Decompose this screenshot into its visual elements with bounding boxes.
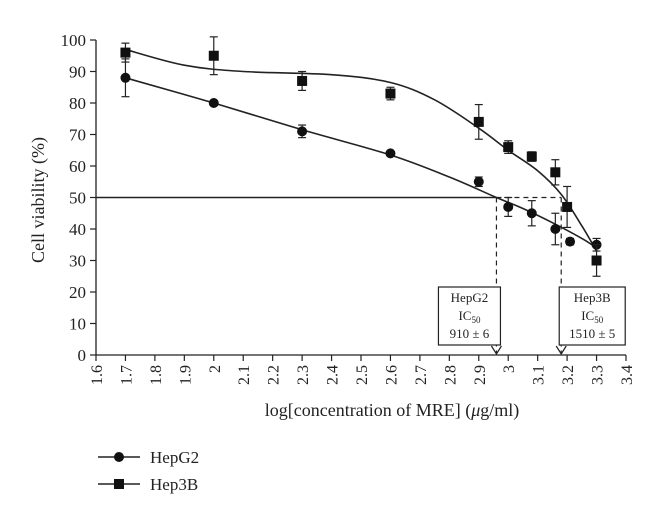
ic50-title-main: IC [581, 308, 594, 323]
x-axis-title: log[concentration of MRE] (μg/ml) [265, 400, 519, 421]
x-tick-label: 2 [207, 365, 224, 373]
x-tick-label: 1.6 [89, 365, 106, 385]
x-tick-label: 2.5 [354, 365, 371, 385]
y-axis-title: Cell viability (%) [28, 137, 49, 263]
point-hep3b [562, 201, 573, 212]
x-tick-label: 2.6 [383, 365, 400, 385]
y-tick-label: 50 [69, 189, 86, 208]
y-tick-label: 0 [78, 346, 87, 365]
legend-label-hepg2: HepG2 [150, 448, 199, 467]
x-tick-label: 3.2 [560, 365, 577, 385]
point-hepg2 [120, 72, 131, 83]
point-hepg2 [385, 148, 396, 159]
x-tick-label: 2.3 [295, 365, 312, 385]
x-tick-label: 2.8 [442, 365, 459, 385]
point-hepg2 [208, 98, 219, 108]
point-hepg2 [297, 126, 308, 137]
x-tick-label: 2.7 [413, 365, 430, 385]
ic50-arrow-hepg2 [490, 345, 502, 356]
point-hepg2 [473, 176, 484, 187]
x-tick-label: 3.3 [590, 365, 607, 385]
fit-curves [125, 48, 598, 252]
ic50-title-sub: 50 [471, 315, 481, 325]
y-tick-label: 70 [69, 126, 86, 145]
x-tick-label: 2.1 [236, 365, 253, 385]
x-axis-title-pre: log[concentration of MRE] ( [265, 400, 471, 421]
point-hepg2 [550, 224, 561, 234]
y-tick-label: 10 [69, 315, 86, 334]
point-hep3b [385, 88, 396, 99]
x-tick-label: 3 [501, 365, 518, 373]
y-tick-label: 30 [69, 252, 86, 271]
x-tick-label: 2.4 [325, 365, 342, 385]
y-tick-label: 100 [61, 31, 87, 50]
x-tick-label: 3.4 [619, 365, 636, 385]
ic50-box-hepg2 [437, 286, 502, 346]
ic50-arrow-hep3b [555, 345, 567, 356]
point-hep3b [550, 167, 561, 178]
ic50-title-hepg2: IC50 [458, 308, 481, 325]
ic50-label-hep3b: Hep3B [574, 290, 611, 305]
axes: 0 10 20 30 40 50 60 70 80 90 100 1.6 1.7 1.8 1.9 2 2.1 2.… [61, 31, 637, 385]
y-tick-label: 20 [69, 283, 86, 302]
point-hep3b [120, 47, 131, 58]
x-tick-label: 2.2 [266, 365, 283, 385]
point-hepg2 [526, 208, 537, 219]
x-axis-title-mu: μ [470, 400, 480, 420]
ic50-value-hepg2: 910 ± 6 [450, 326, 490, 341]
y-tick-label: 40 [69, 220, 86, 239]
x-axis-title-post: g/ml) [480, 400, 519, 421]
legend-marker-hep3b [114, 479, 124, 489]
data-marks [120, 36, 602, 277]
legend-marker-hepg2 [114, 452, 124, 462]
y-tick-label: 80 [69, 94, 86, 113]
point-hep3b [591, 255, 602, 266]
curve-hepg2 [125, 77, 597, 249]
curve-hep3b [125, 48, 598, 252]
point-hep3b [208, 50, 219, 61]
ic50-title-main: IC [458, 308, 471, 323]
point-hep3b [526, 151, 537, 162]
legend: HepG2 Hep3B [98, 448, 199, 494]
point-hepg2 [503, 201, 514, 212]
x-tick-label: 1.8 [148, 365, 165, 385]
ic50-label-hepg2: HepG2 [451, 290, 489, 305]
ic50-box-hep3b [558, 286, 626, 346]
y-tick-label: 60 [69, 157, 86, 176]
ic50-title-hep3b: IC50 [581, 308, 604, 325]
point-hep3b [297, 75, 308, 86]
point-hep3b [503, 142, 514, 153]
ic50-title-sub: 50 [594, 315, 604, 325]
legend-label-hep3b: Hep3B [150, 475, 198, 494]
ic50-value-hep3b: 1510 ± 5 [569, 326, 615, 341]
x-tick-label: 1.9 [177, 365, 194, 385]
point-hepg2 [565, 236, 576, 247]
x-tick-label: 1.7 [118, 365, 135, 385]
y-tick-label: 90 [69, 63, 86, 82]
x-tick-label: 3.1 [531, 365, 548, 385]
point-hep3b [473, 116, 484, 127]
x-tick-label: 2.9 [472, 365, 489, 385]
